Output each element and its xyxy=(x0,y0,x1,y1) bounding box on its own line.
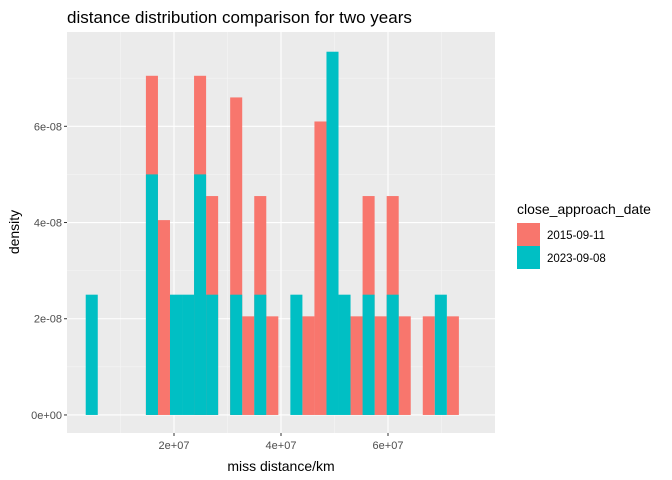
bar-2015-09-11 xyxy=(374,316,387,415)
y-tick-label: 2e-08 xyxy=(34,314,62,326)
bar-2015-09-11 xyxy=(350,316,363,415)
bar-2023-09-08 xyxy=(194,174,207,415)
y-axis: 0e+00 2e-08 4e-08 6e-08 xyxy=(31,121,67,422)
legend-label-2015-09-11: 2015-09-11 xyxy=(547,230,605,242)
bar-2015-09-11 xyxy=(422,316,435,415)
bar-2015-09-11 xyxy=(446,316,459,415)
bar-2015-09-11 xyxy=(157,220,170,415)
legend-key-2023-09-08 xyxy=(517,246,540,269)
legend-label-2023-09-08: 2023-09-08 xyxy=(547,253,606,265)
x-tick-label: 4e+07 xyxy=(266,440,297,452)
bar-2015-09-11 xyxy=(242,316,255,415)
bar-2015-09-11 xyxy=(398,316,411,415)
legend-key-2015-09-11 xyxy=(517,223,540,246)
x-tick-label: 6e+07 xyxy=(373,440,404,452)
legend: close_approach_date 2015-09-11 2023-09-0… xyxy=(517,201,651,269)
x-axis-title: miss distance/km xyxy=(227,458,334,474)
bar-2023-09-08 xyxy=(326,51,339,415)
chart-title: distance distribution comparison for two… xyxy=(67,8,412,27)
x-tick-label: 2e+07 xyxy=(159,440,190,452)
y-tick-label: 6e-08 xyxy=(34,121,62,133)
y-axis-title: density xyxy=(6,210,22,254)
bar-2023-09-08 xyxy=(254,294,267,415)
legend-title: close_approach_date xyxy=(517,201,651,217)
bar-2015-09-11 xyxy=(302,316,315,415)
bar-2023-09-08 xyxy=(434,294,447,415)
bar-2023-09-08 xyxy=(362,294,375,415)
bar-2015-09-11 xyxy=(266,316,279,415)
x-axis: 2e+07 4e+07 6e+07 xyxy=(159,433,404,452)
bar-2023-09-08 xyxy=(290,294,303,415)
bar-2023-09-08 xyxy=(230,294,243,415)
y-tick-label: 4e-08 xyxy=(34,218,62,230)
bar-2023-09-08 xyxy=(338,294,351,415)
bar-2015-09-11 xyxy=(314,121,327,415)
bar-2023-09-08 xyxy=(206,294,219,415)
bar-2023-09-08 xyxy=(169,294,183,415)
y-tick-label: 0e+00 xyxy=(31,410,62,422)
series-2023-09-08-bars xyxy=(85,51,447,415)
bar-2023-09-08 xyxy=(386,294,399,415)
bar-2023-09-08 xyxy=(145,174,158,415)
bar-2023-09-08 xyxy=(182,294,195,415)
bar-2023-09-08 xyxy=(85,294,98,415)
